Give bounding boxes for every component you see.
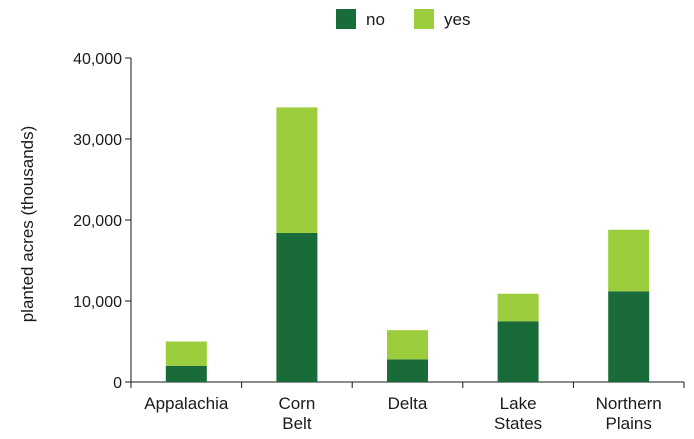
x-tick-label: Belt — [282, 414, 312, 433]
y-tick-label: 0 — [113, 375, 122, 392]
bar-yes — [387, 330, 428, 360]
bar-yes — [608, 229, 650, 292]
bar-yes — [165, 341, 207, 366]
bar-yes — [497, 293, 539, 322]
y-tick-label: 20,000 — [73, 213, 122, 230]
bar-no — [608, 291, 650, 382]
y-tick-label: 40,000 — [73, 51, 122, 68]
x-tick-label: Northern — [596, 394, 662, 413]
x-tick-label: Lake — [500, 394, 537, 413]
y-axis: 0 10,000 20,000 30,000 40,000 — [73, 51, 132, 392]
x-tick-label: Plains — [606, 414, 652, 433]
bar-no — [497, 321, 539, 382]
x-tick-label: Corn — [278, 394, 315, 413]
x-tick-label: Appalachia — [144, 394, 229, 413]
bar-no — [276, 232, 318, 382]
bars — [165, 107, 650, 382]
legend: no yes — [336, 9, 470, 29]
bar-yes — [276, 107, 318, 233]
y-axis-title: planted acres (thousands) — [18, 126, 37, 323]
legend-label-no: no — [366, 10, 385, 29]
x-tick-label: States — [494, 414, 542, 433]
legend-swatch-yes — [414, 9, 434, 29]
legend-label-yes: yes — [444, 10, 470, 29]
y-tick-label: 30,000 — [73, 132, 122, 149]
legend-swatch-no — [336, 9, 356, 29]
bar-no — [387, 359, 428, 382]
bar-no — [165, 365, 207, 382]
y-tick-label: 10,000 — [73, 294, 122, 311]
x-tick-label: Delta — [388, 394, 428, 413]
